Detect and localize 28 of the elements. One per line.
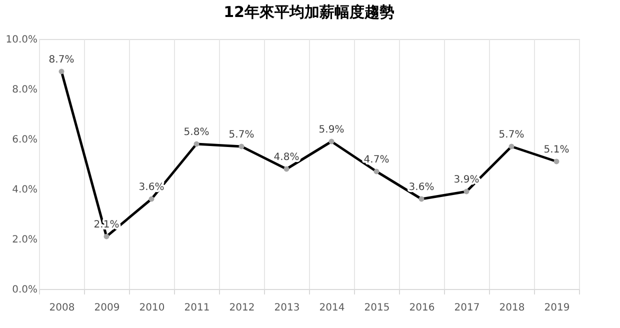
x-tick-label: 2010 [139,302,165,314]
data-label: 8.7% [48,54,74,66]
data-label: 5.8% [184,127,210,138]
data-label: 5.9% [318,124,344,136]
x-tick-label: 2012 [229,302,255,314]
x-tick-label: 2017 [454,302,480,314]
x-tick-label: 2019 [544,302,570,314]
data-label: 5.1% [544,144,570,156]
y-tick-label: 0.0% [12,284,38,296]
y-tick-label: 8.0% [12,84,38,96]
y-tick-label: 6.0% [12,134,38,146]
x-tick-label: 2014 [319,302,345,314]
y-tick-label: 2.0% [12,234,38,246]
x-tick-label: 2011 [184,302,210,314]
data-label: 4.7% [364,154,390,166]
x-tick-label: 2013 [274,302,300,314]
x-tick-label: 2018 [499,302,525,314]
data-label: 4.8% [274,152,300,163]
chart-title: 12年來平均加薪幅度趨勢 [224,3,394,21]
data-label: 5.7% [228,130,254,140]
data-label: 5.7% [498,130,524,140]
x-tick-label: 2016 [409,302,435,314]
data-label: 3.6% [408,182,434,193]
x-tick-label: 2015 [364,302,390,314]
y-tick-label: 10.0% [6,34,38,46]
x-tick-label: 2009 [94,302,120,314]
y-tick-label: 4.0% [12,184,38,196]
x-tick-label: 2008 [49,302,75,314]
